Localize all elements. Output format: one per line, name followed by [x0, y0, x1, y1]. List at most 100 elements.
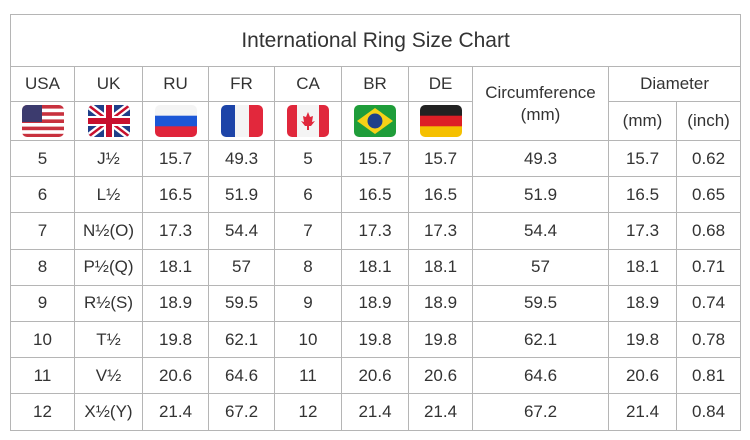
flag-uk — [87, 105, 130, 137]
size-cell: 49.3 — [472, 139, 609, 178]
size-cell: 10 — [10, 320, 75, 359]
size-cell: 16.5 — [608, 176, 677, 214]
flag-cell — [74, 101, 143, 141]
size-cell: 54.4 — [472, 212, 609, 250]
country-header: CA — [274, 66, 342, 102]
size-cell: 11 — [274, 357, 342, 395]
table-body: 5 J½ 15.7 49.3 5 15.7 15.7 49.3 15.7 0.62 6 L½ 16.5 5… — [10, 139, 742, 431]
size-cell: 5 — [274, 139, 342, 178]
size-cell: 21.4 — [341, 393, 409, 431]
size-cell: 20.6 — [408, 357, 473, 395]
size-cell: N½(O) — [74, 212, 143, 250]
size-cell: 7 — [274, 212, 342, 250]
size-row: 7 N½(O) 17.3 54.4 7 17.3 17.3 54.4 17.3 0.68 — [10, 212, 742, 250]
size-cell: 20.6 — [608, 357, 677, 395]
size-cell: 64.6 — [472, 357, 609, 395]
size-cell: J½ — [74, 139, 143, 178]
size-cell: 18.1 — [408, 248, 473, 286]
size-cell: 12 — [274, 393, 342, 431]
size-row: 10 T½ 19.8 62.1 10 19.8 19.8 62.1 19.8 0.78 — [10, 320, 742, 359]
size-cell: 17.3 — [608, 212, 677, 250]
size-row: 6 L½ 16.5 51.9 6 16.5 16.5 51.9 16.5 0.65 — [10, 176, 742, 214]
size-cell: 20.6 — [142, 357, 209, 395]
size-cell: 67.2 — [472, 393, 609, 431]
size-cell: 15.7 — [408, 139, 473, 178]
size-cell: 0.65 — [675, 176, 742, 214]
country-header: BR — [341, 66, 409, 102]
size-cell: 15.7 — [341, 139, 409, 178]
size-cell: 21.4 — [142, 393, 209, 431]
size-cell: 0.74 — [675, 284, 742, 322]
flag-br — [354, 105, 396, 137]
size-cell: 0.81 — [675, 357, 742, 395]
circumference-header: Circumference (mm) — [472, 66, 609, 141]
size-cell: 18.9 — [608, 284, 677, 322]
size-cell: 11 — [10, 357, 75, 395]
size-cell: 16.5 — [142, 176, 209, 214]
size-cell: 16.5 — [341, 176, 409, 214]
flag-ru — [154, 105, 197, 137]
size-cell: 49.3 — [208, 139, 275, 178]
flag-ca — [287, 105, 329, 137]
table-title: International Ring Size Chart — [9, 14, 742, 67]
size-cell: 6 — [10, 176, 75, 214]
size-cell: 54.4 — [208, 212, 275, 250]
size-cell: 9 — [10, 284, 75, 322]
flag-cell — [341, 101, 409, 141]
country-header: DE — [408, 66, 473, 102]
size-cell: 19.8 — [142, 320, 209, 359]
size-cell: 57 — [208, 248, 275, 286]
size-row: 9 R½(S) 18.9 59.5 9 18.9 18.9 59.5 18.9 0.74 — [10, 284, 742, 322]
size-cell: 7 — [10, 212, 75, 250]
size-cell: 6 — [274, 176, 342, 214]
size-row: 12 X½(Y) 21.4 67.2 12 21.4 21.4 67.2 21.4 0.84 — [10, 393, 742, 431]
size-cell: 15.7 — [608, 139, 677, 178]
diameter-unit: (mm) — [608, 101, 677, 141]
size-cell: 15.7 — [142, 139, 209, 178]
size-cell: 18.1 — [608, 248, 677, 286]
size-cell: P½(Q) — [74, 248, 143, 286]
size-cell: 19.8 — [341, 320, 409, 359]
flag-cell — [408, 101, 473, 141]
size-cell: 0.71 — [675, 248, 742, 286]
country-header: FR — [208, 66, 275, 102]
flag-cell — [208, 101, 275, 141]
size-cell: 62.1 — [472, 320, 609, 359]
size-cell: 0.68 — [675, 212, 742, 250]
size-row: 8 P½(Q) 18.1 57 8 18.1 18.1 57 18.1 0.71 — [10, 248, 742, 286]
size-cell: 8 — [10, 248, 75, 286]
size-cell: 64.6 — [208, 357, 275, 395]
size-cell: T½ — [74, 320, 143, 359]
size-cell: V½ — [74, 357, 143, 395]
size-cell: 9 — [274, 284, 342, 322]
country-header: USA — [10, 66, 75, 102]
flag-usa — [21, 105, 64, 137]
size-cell: 18.9 — [408, 284, 473, 322]
size-cell: 18.1 — [142, 248, 209, 286]
size-cell: 0.78 — [675, 320, 742, 359]
size-cell: X½(Y) — [74, 393, 143, 431]
country-header: UK — [74, 66, 143, 102]
size-cell: 0.62 — [675, 139, 742, 178]
flag-cell — [274, 101, 342, 141]
country-header: RU — [142, 66, 209, 102]
size-cell: 18.9 — [142, 284, 209, 322]
flag-cell — [10, 101, 75, 141]
size-cell: R½(S) — [74, 284, 143, 322]
size-cell: 10 — [274, 320, 342, 359]
size-cell: 16.5 — [408, 176, 473, 214]
size-cell: 21.4 — [608, 393, 677, 431]
size-cell: 19.8 — [608, 320, 677, 359]
size-cell: 0.84 — [675, 393, 742, 431]
size-cell: 19.8 — [408, 320, 473, 359]
size-cell: 17.3 — [408, 212, 473, 250]
size-cell: 18.9 — [341, 284, 409, 322]
size-cell: 67.2 — [208, 393, 275, 431]
size-cell: 17.3 — [142, 212, 209, 250]
size-row: 11 V½ 20.6 64.6 11 20.6 20.6 64.6 20.6 0.81 — [10, 357, 742, 395]
size-cell: 57 — [472, 248, 609, 286]
size-cell: 59.5 — [472, 284, 609, 322]
ring-size-table: International Ring Size Chart USA UK RU … — [9, 14, 742, 431]
size-cell: 18.1 — [341, 248, 409, 286]
